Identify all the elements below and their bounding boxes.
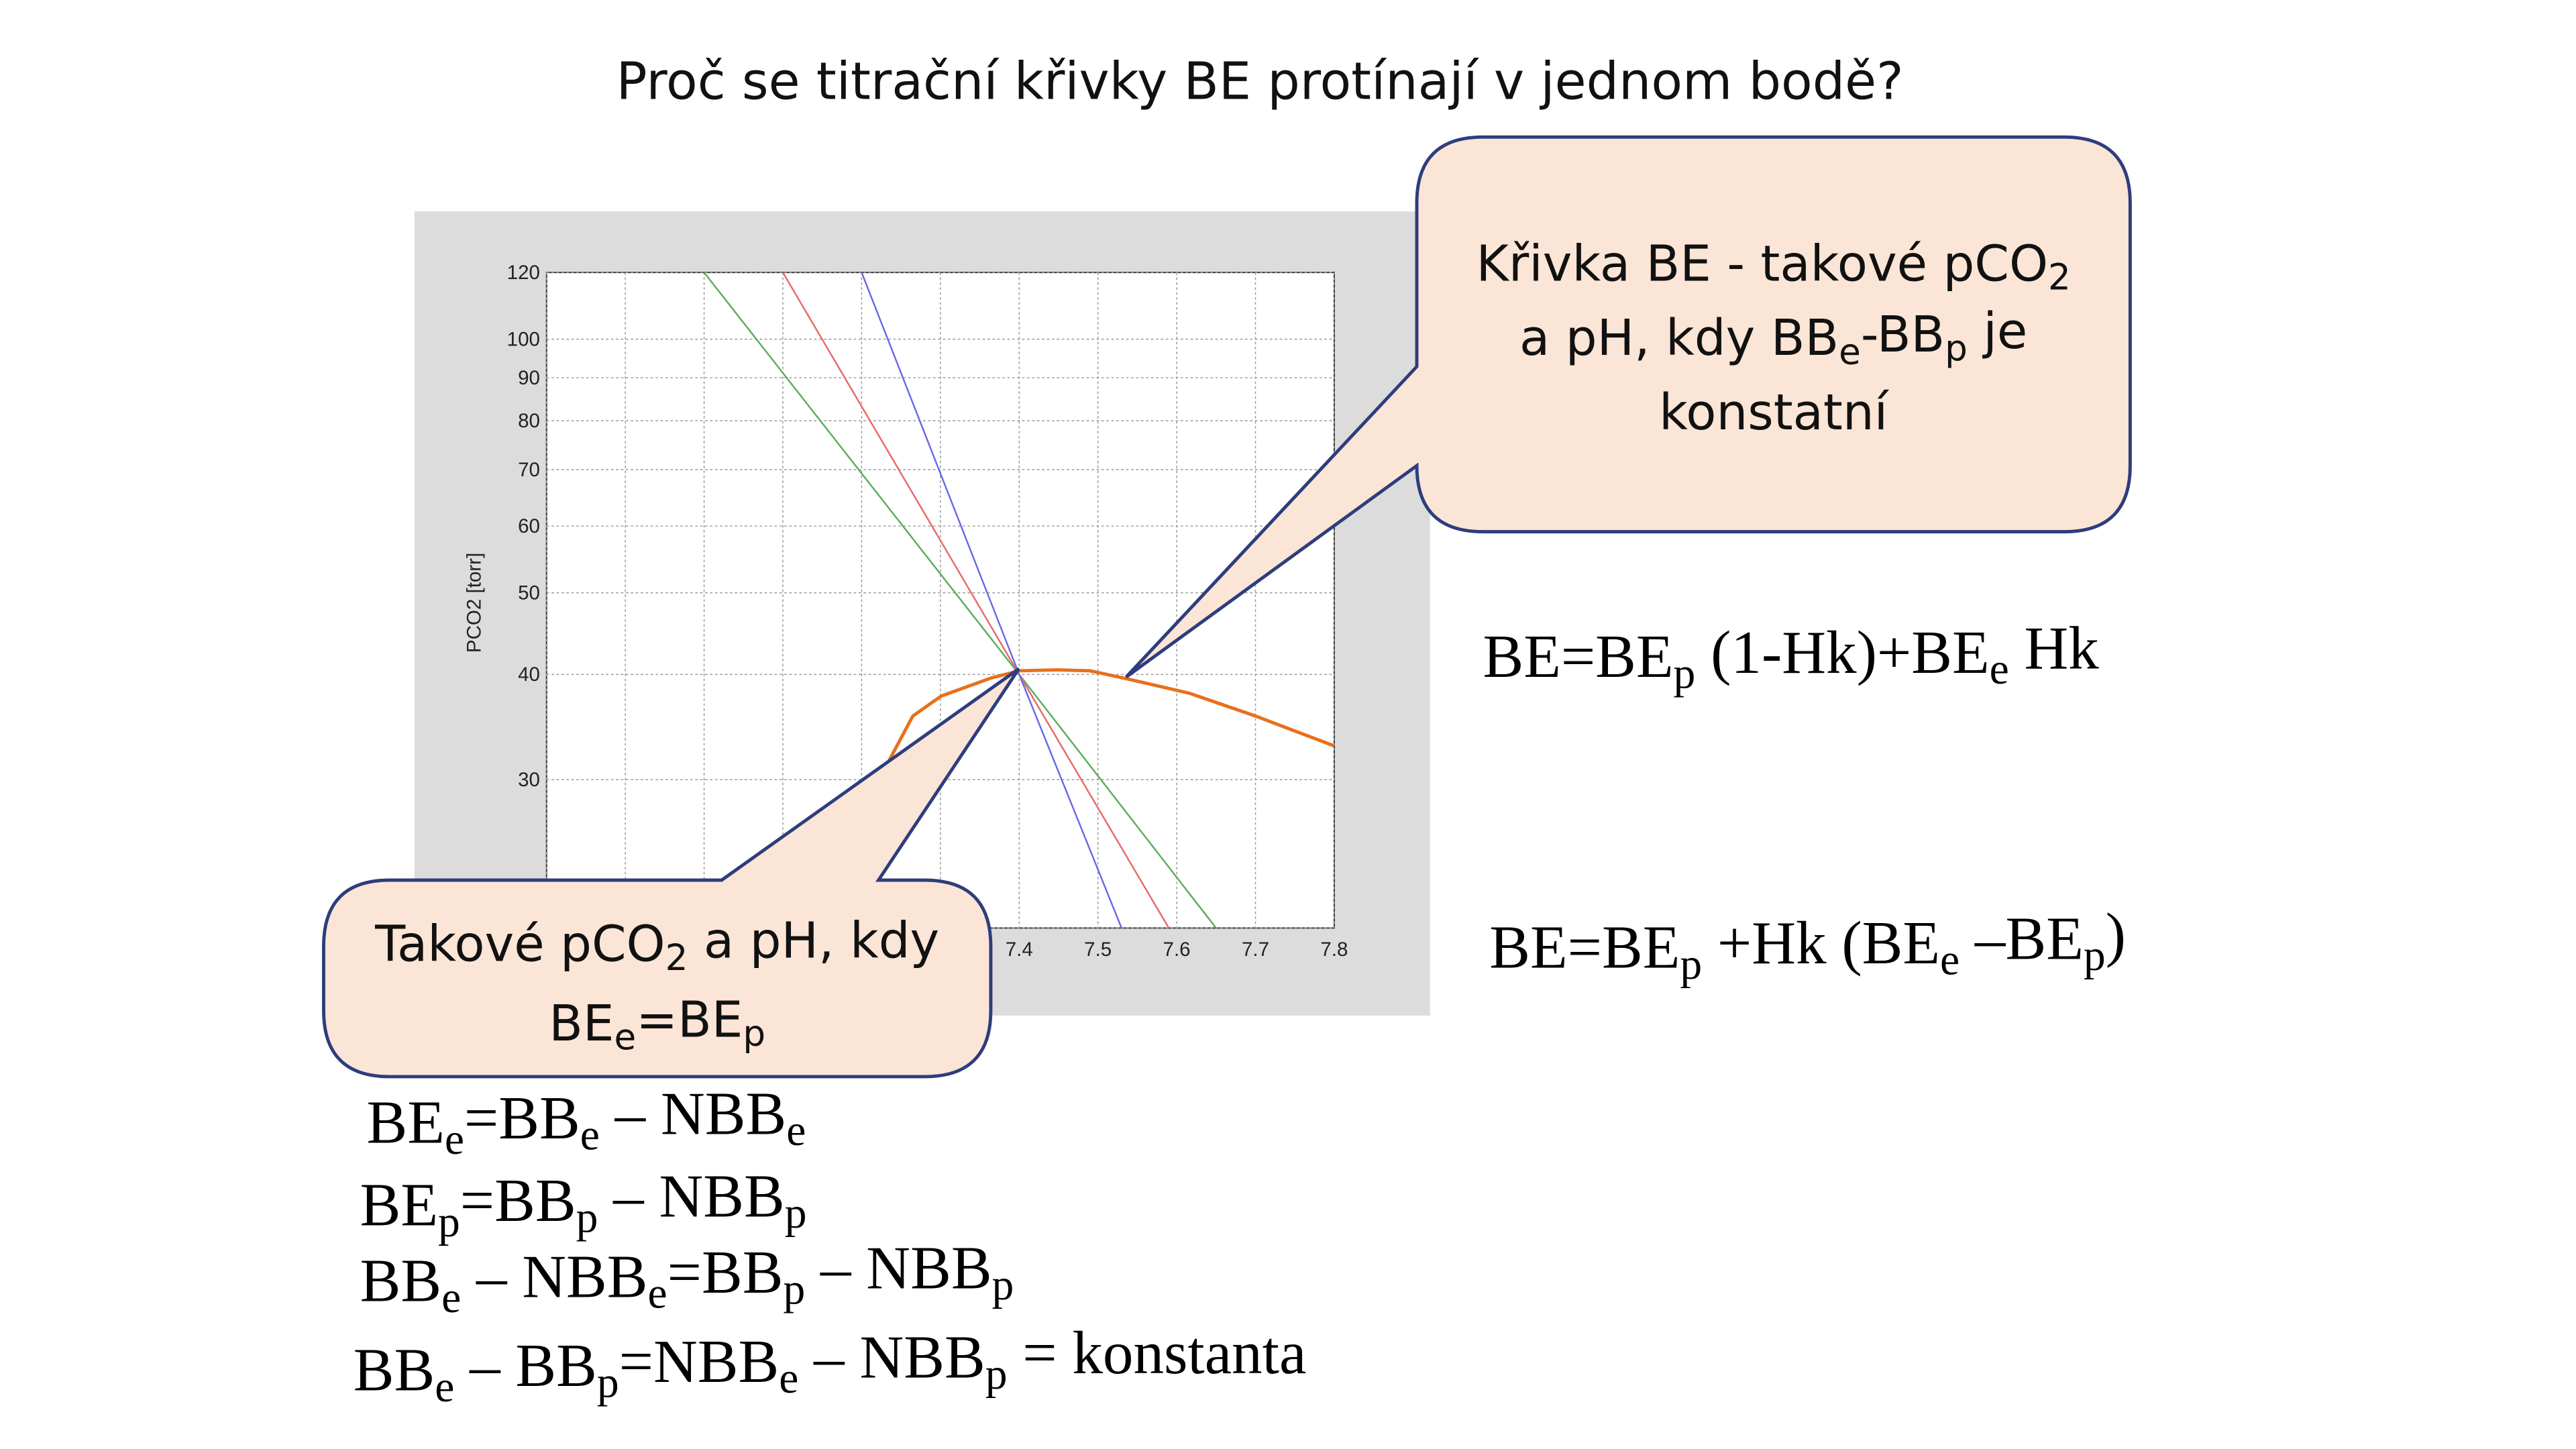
y-tick-label: 80 [518,410,540,432]
callout-text: Takové pCO2 a pH, kdy [374,912,939,978]
text-run: =BE [636,991,743,1049]
series-line [887,668,1334,763]
text-run: Takové pCO [374,916,665,973]
callout-shape [1124,135,2132,679]
x-tick-label: 7.5 [1084,938,1112,961]
x-tick-label: 7.4 [1006,938,1033,961]
text-run: – NBB [600,1080,786,1148]
subscript: e [1839,331,1861,373]
subscript: e [648,1270,667,1318]
equation: BEe=BBe – NBBe [366,1080,806,1164]
text-run: Křivka BE - takové pCO [1476,235,2048,292]
subscript: e [614,1016,637,1058]
text-run: -BB [1861,306,1945,364]
x-tick-label: 7.8 [1320,938,1348,961]
subscript: e [1940,936,1960,984]
y-tick-label: 120 [507,262,540,284]
text-run: BE [549,995,614,1053]
text-run: BB [354,1336,435,1404]
equation: BE=BEp +Hk (BEe –BEp) [1489,900,2126,989]
slide-title: Proč se titrační křivky BE protínají v j… [616,52,1904,111]
x-tick-label: 7.6 [1163,938,1191,961]
subscript: p [743,1013,765,1055]
subscript: e [580,1111,600,1159]
text-run: =BB [464,1084,580,1152]
subscript: e [435,1363,454,1411]
text-run: BE [366,1088,444,1156]
y-tick-label: 100 [507,328,540,350]
equation: BBe – NBBe=BBp – NBBp [360,1234,1014,1323]
text-run: Hk [2009,614,2100,682]
y-tick-label: 60 [518,515,540,537]
callout-text: BEe=BEp [549,991,765,1058]
text-run: =BB [460,1167,576,1234]
series-layer [703,272,1334,928]
subscript: p [597,1359,619,1407]
subscript: p [783,1265,805,1313]
subscript: p [1945,327,1968,369]
callout-text: a pH, kdy BBe-BBp je [1519,303,2027,373]
y-tick-label: 50 [518,582,540,604]
text-run: – BB [454,1332,597,1399]
text-run: je [1968,303,2027,360]
text-run: +Hk (BE [1702,909,1940,977]
callout-shape [322,667,1020,1079]
equation: BBe – BBp=NBBe – NBBp = konstanta [354,1319,1307,1411]
text-run: =NBB [619,1328,780,1395]
series-line [861,272,1123,928]
text-run: – NBB [798,1323,985,1391]
text-run: konstatní [1659,384,1889,441]
text-run: –BE [1960,905,2084,973]
subscript: e [445,1116,464,1164]
subscript: p [1680,941,1702,989]
subscript: 2 [2048,257,2071,299]
text-run: =BB [667,1238,784,1306]
text-run: BE [360,1171,438,1238]
text-run: – NBB [461,1242,647,1310]
x-tick-label: 7.7 [1242,938,1269,961]
subscript: e [779,1354,798,1403]
callout-text: Křivka BE - takové pCO2 [1476,235,2070,298]
text-run: a pH, kdy [688,912,939,969]
subscript: p [992,1261,1014,1309]
subscript: p [1674,650,1696,698]
subscript: p [2084,932,2106,980]
text-run: BB [360,1247,441,1315]
subscript: p [576,1193,598,1242]
equation: BEp=BBp – NBBp [360,1163,807,1246]
subscript: e [1990,645,2009,694]
y-axis-label: PCO2 [torr] [463,553,485,653]
subscript: p [438,1198,460,1246]
text-run: = konstanta [1008,1319,1307,1387]
subscript: 2 [665,937,688,979]
text-run: BE=BE [1483,623,1673,690]
y-tick-label: 40 [518,663,540,686]
text-run: a pH, kdy BB [1519,309,1839,367]
equation: BE=BEp (1-Hk)+BEe Hk [1483,614,2099,698]
y-tick-label: 30 [518,769,540,791]
y-tick-label: 70 [518,459,540,481]
subscript: p [785,1189,807,1238]
subscript: e [441,1274,461,1322]
text-run: (1-Hk)+BE [1695,619,1989,686]
subscript: p [985,1350,1008,1399]
text-run: – NBB [598,1163,784,1230]
text-run: ) [2106,900,2126,968]
subscript: e [786,1107,806,1155]
y-tick-label: 90 [518,367,540,389]
text-run: BE=BE [1489,913,1680,981]
callout-text: konstatní [1659,384,1889,441]
text-run: – NBB [805,1234,991,1302]
